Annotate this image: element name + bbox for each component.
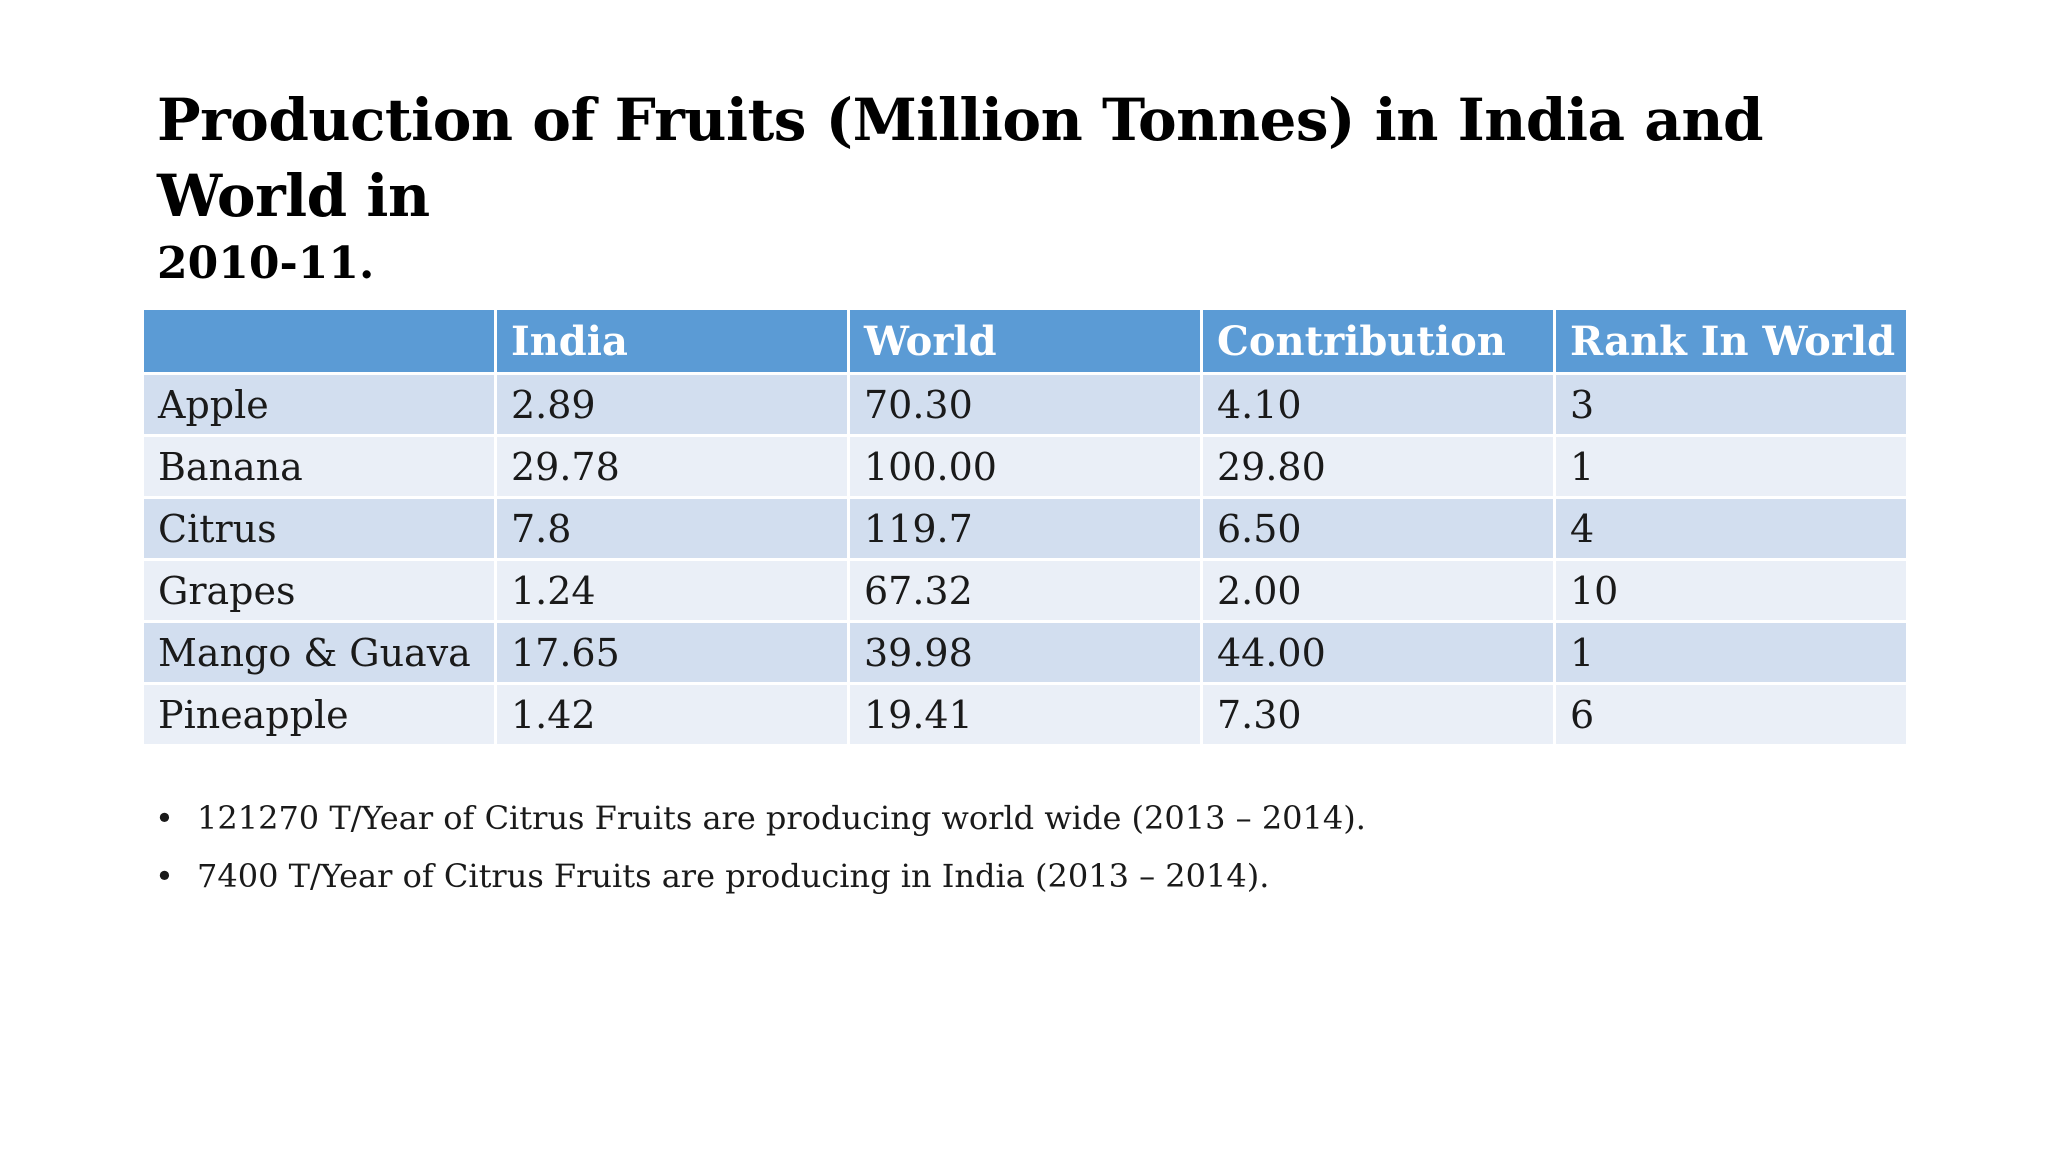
header-cell-rank: Rank In World: [1553, 307, 1909, 375]
contribution-cell: 29.80: [1200, 434, 1556, 499]
rank-cell: 6: [1553, 682, 1909, 747]
slide-title-line-2: 2010-11.: [157, 238, 375, 289]
india-cell: 17.65: [494, 620, 850, 685]
table-row: Grapes 1.24 67.32 2.00 10: [141, 558, 1909, 623]
contribution-cell: 44.00: [1200, 620, 1556, 685]
list-item: • 121270 T/Year of Citrus Fruits are pro…: [155, 792, 1366, 850]
table-header-row: India World Contribution Rank In World: [141, 307, 1909, 375]
row-label-cell: Grapes: [141, 558, 497, 623]
world-cell: 67.32: [847, 558, 1203, 623]
slide-title: Production of Fruits (Million Tonnes) in…: [157, 82, 1917, 294]
list-item: • 7400 T/Year of Citrus Fruits are produ…: [155, 850, 1366, 908]
rank-cell: 3: [1553, 372, 1909, 437]
note-text: 121270 T/Year of Citrus Fruits are produ…: [197, 799, 1366, 837]
bullet-icon: •: [155, 799, 174, 837]
contribution-cell: 7.30: [1200, 682, 1556, 747]
table-row: Mango & Guava 17.65 39.98 44.00 1: [141, 620, 1909, 685]
rank-cell: 1: [1553, 434, 1909, 499]
world-cell: 19.41: [847, 682, 1203, 747]
india-cell: 1.24: [494, 558, 850, 623]
header-cell-contribution: Contribution: [1200, 307, 1556, 375]
note-text: 7400 T/Year of Citrus Fruits are produci…: [197, 857, 1270, 895]
header-cell-world: World: [847, 307, 1203, 375]
rank-cell: 10: [1553, 558, 1909, 623]
india-cell: 1.42: [494, 682, 850, 747]
fruit-production-table: India World Contribution Rank In World A…: [141, 307, 1909, 747]
notes-list: • 121270 T/Year of Citrus Fruits are pro…: [155, 792, 1366, 908]
world-cell: 100.00: [847, 434, 1203, 499]
header-cell-blank: [141, 307, 497, 375]
row-label-cell: Banana: [141, 434, 497, 499]
table-row: Apple 2.89 70.30 4.10 3: [141, 372, 1909, 437]
world-cell: 39.98: [847, 620, 1203, 685]
table-row: Citrus 7.8 119.7 6.50 4: [141, 496, 1909, 561]
india-cell: 7.8: [494, 496, 850, 561]
header-cell-india: India: [494, 307, 850, 375]
row-label-cell: Pineapple: [141, 682, 497, 747]
table-row: Pineapple 1.42 19.41 7.30 6: [141, 682, 1909, 747]
bullet-icon: •: [155, 857, 174, 895]
contribution-cell: 6.50: [1200, 496, 1556, 561]
world-cell: 70.30: [847, 372, 1203, 437]
slide-title-line-1: Production of Fruits (Million Tonnes) in…: [157, 86, 1764, 230]
row-label-cell: Apple: [141, 372, 497, 437]
india-cell: 29.78: [494, 434, 850, 499]
row-label-cell: Mango & Guava: [141, 620, 497, 685]
contribution-cell: 4.10: [1200, 372, 1556, 437]
contribution-cell: 2.00: [1200, 558, 1556, 623]
rank-cell: 1: [1553, 620, 1909, 685]
world-cell: 119.7: [847, 496, 1203, 561]
rank-cell: 4: [1553, 496, 1909, 561]
table-row: Banana 29.78 100.00 29.80 1: [141, 434, 1909, 499]
row-label-cell: Citrus: [141, 496, 497, 561]
india-cell: 2.89: [494, 372, 850, 437]
